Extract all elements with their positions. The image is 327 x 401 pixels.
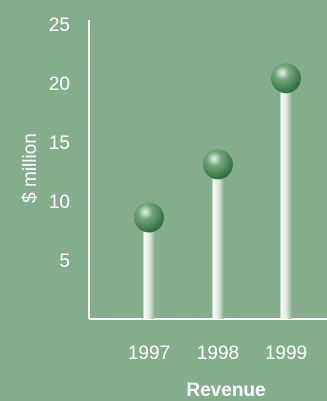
- y-tick-label-5: 5: [59, 251, 70, 272]
- y-tick-label-10: 10: [49, 192, 70, 213]
- bar-stem-1998: [212, 164, 224, 319]
- bar-head-1998: [203, 149, 233, 180]
- bar-head-1997: [134, 202, 164, 233]
- bar-head-1999: [271, 63, 301, 94]
- category-label-1997: 1997: [128, 343, 170, 364]
- y-tick-label-25: 25: [49, 15, 70, 36]
- y-tick-label-15: 15: [49, 133, 70, 154]
- y-tick-label-20: 20: [49, 74, 70, 95]
- y-tick-labels: 5 10 15 20 25: [49, 15, 70, 272]
- category-label-1999: 1999: [265, 343, 307, 364]
- bar-stem-1997: [143, 217, 155, 319]
- category-label-1998: 1998: [197, 343, 239, 364]
- x-axis-label: Revenue: [186, 380, 265, 401]
- bars: [134, 63, 301, 319]
- category-labels: 1997 1998 1999: [128, 343, 307, 364]
- y-axis-label: $ million: [20, 133, 41, 203]
- bar-stem-1999: [280, 78, 292, 319]
